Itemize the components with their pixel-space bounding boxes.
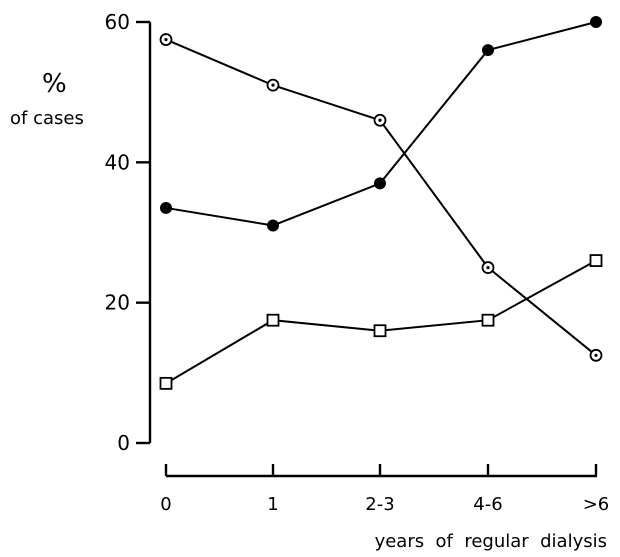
- data-point-open-square: [481, 313, 495, 327]
- data-point-center-dot: [271, 83, 275, 87]
- y-tick-label: 40: [105, 150, 130, 174]
- data-point-center-dot: [164, 37, 168, 42]
- y-tick-label: 60: [105, 10, 130, 34]
- data-point-open-circle: [159, 33, 173, 46]
- data-point-filled-circle: [482, 44, 494, 57]
- x-tick-label: 1: [267, 494, 278, 515]
- y-axis-label-of-cases: of cases: [10, 108, 84, 129]
- data-point-open-circle: [266, 78, 280, 92]
- data-point-open-circle: [481, 261, 495, 274]
- data-point-filled-circle: [374, 177, 386, 190]
- data-point-open-circle: [373, 113, 387, 127]
- x-tick-label: 2-3: [365, 494, 394, 515]
- y-axis: 0 20 40 60: [105, 10, 152, 455]
- data-point-open-square: [373, 324, 387, 338]
- data-point-open-square: [589, 254, 603, 267]
- series-layer: [159, 16, 603, 390]
- data-point-filled-circle: [160, 201, 172, 214]
- x-axis: 0 1 2-3 4-6 >6: [160, 464, 609, 515]
- series-filled-circle: [160, 16, 602, 232]
- series-line: [165, 38, 597, 357]
- series-open-circle-dot: [159, 33, 603, 362]
- series-open-square: [159, 254, 603, 390]
- series-line: [165, 259, 597, 385]
- data-point-filled-circle: [590, 16, 602, 28]
- x-axis-title: years of regular dialysis: [375, 531, 607, 552]
- data-point-open-square: [266, 313, 280, 327]
- data-point-open-circle: [589, 348, 603, 362]
- data-point-center-dot: [486, 265, 490, 270]
- x-tick-label: 0: [160, 494, 171, 515]
- data-point-center-dot: [378, 118, 382, 122]
- data-point-center-dot: [594, 353, 598, 357]
- y-tick-label: 20: [105, 291, 130, 315]
- data-point-open-square: [159, 376, 173, 390]
- y-tick-label: 0: [117, 431, 130, 455]
- y-axis-label-percent: %: [42, 69, 67, 99]
- x-tick-label: >6: [583, 494, 610, 515]
- x-tick-label: 4-6: [473, 494, 502, 515]
- data-point-filled-circle: [267, 219, 279, 232]
